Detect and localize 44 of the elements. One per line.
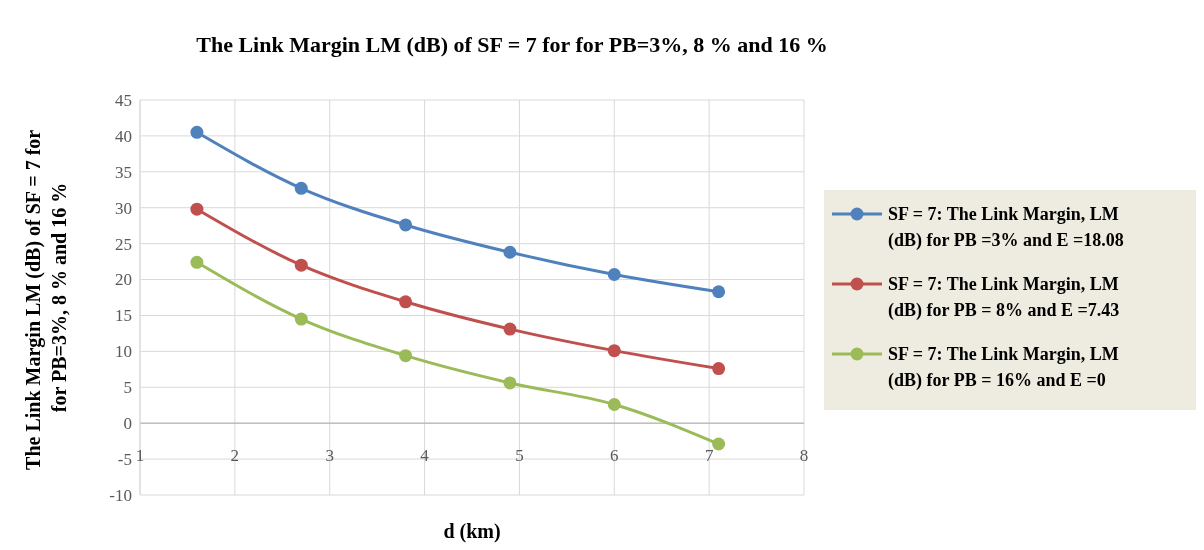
point bbox=[607, 268, 621, 282]
y-tick-label: -10 bbox=[109, 485, 132, 505]
y-tick-label: 45 bbox=[115, 90, 132, 110]
point bbox=[294, 258, 308, 272]
x-tick-label: 5 bbox=[515, 446, 524, 466]
y-tick-label: 25 bbox=[115, 234, 132, 254]
y-tick-label: 30 bbox=[115, 198, 132, 218]
chart-title: The Link Margin LM (dB) of SF = 7 for for PB=3%, 8 % and 16 % bbox=[196, 32, 828, 57]
y-axis-title: The Link Margin LM (dB) of SF = 7 for for PB=3%, 8 % and 16 % bbox=[22, 125, 70, 470]
x-axis-title: d (km) bbox=[443, 520, 501, 543]
point bbox=[190, 255, 204, 269]
point bbox=[190, 125, 204, 139]
x-tick-label: 8 bbox=[799, 446, 809, 466]
legend-label: SF = 7: The Link Margin, LM (dB) for PB =3% and E =18.08 bbox=[888, 204, 1124, 252]
x-tick-label: 2 bbox=[230, 446, 240, 466]
y-tick-label: 5 bbox=[123, 378, 132, 398]
x-tick-label: 1 bbox=[135, 446, 145, 466]
y-tick-label: 15 bbox=[115, 306, 132, 326]
point bbox=[712, 362, 726, 376]
y-tick-label: 40 bbox=[115, 126, 132, 146]
y-tick-label: -5 bbox=[117, 450, 132, 470]
x-tick-label: 6 bbox=[610, 446, 619, 466]
point bbox=[399, 295, 413, 309]
point bbox=[503, 322, 517, 336]
point bbox=[294, 181, 308, 195]
point bbox=[190, 202, 204, 216]
point bbox=[294, 312, 308, 326]
y-tick-label: 35 bbox=[115, 162, 132, 182]
point bbox=[503, 245, 517, 259]
legend-label: SF = 7: The Link Margin, LM (dB) for PB = 16% and E =0 bbox=[888, 344, 1119, 392]
y-tick-label: 0 bbox=[123, 414, 132, 434]
x-tick-label: 4 bbox=[420, 446, 430, 466]
legend-label: SF = 7: The Link Margin, LM (dB) for PB = 8% and E =7.43 bbox=[888, 274, 1120, 322]
point bbox=[607, 344, 621, 358]
point bbox=[399, 218, 413, 232]
y-tick-label: 20 bbox=[115, 270, 132, 290]
x-tick-label: 3 bbox=[325, 446, 334, 466]
point bbox=[712, 285, 726, 299]
point bbox=[607, 398, 621, 412]
x-tick-label: 7 bbox=[704, 446, 714, 466]
point bbox=[399, 349, 413, 363]
y-tick-label: 10 bbox=[115, 342, 132, 362]
point bbox=[503, 376, 517, 390]
point bbox=[712, 437, 726, 451]
